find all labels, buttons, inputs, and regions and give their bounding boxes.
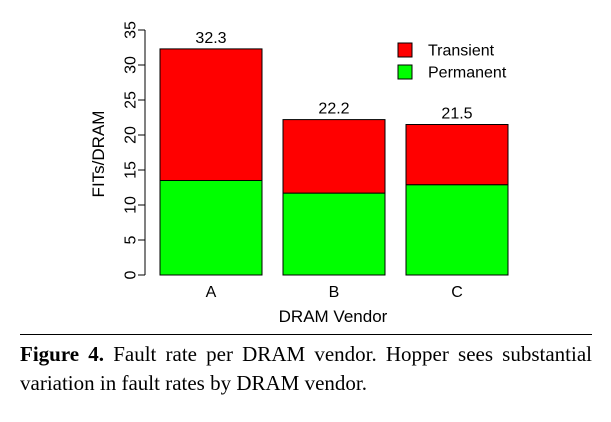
x-axis: A B C <box>206 284 463 301</box>
y-tick-label: 20 <box>123 126 140 144</box>
bar-transient-A <box>159 48 263 182</box>
caption-text: Fault rate per DRAM vendor. Hopper sees … <box>20 342 593 395</box>
y-tick-label: 0 <box>123 270 140 279</box>
caption-divider <box>20 334 592 335</box>
x-tick-label-C: C <box>451 284 463 301</box>
caption-label: Figure 4. <box>20 342 105 366</box>
legend-swatch-permanent <box>397 64 413 80</box>
bar-permanent-C <box>405 184 509 276</box>
bar-permanent-A <box>159 180 263 276</box>
x-tick-label-B: B <box>329 284 340 301</box>
x-axis-label: DRAM Vendor <box>279 307 388 326</box>
legend-label-permanent: Permanent <box>428 65 507 82</box>
bar-total-label-C: 21.5 <box>441 106 472 123</box>
bar-total-label-B: 22.2 <box>318 101 349 118</box>
bar-total-label-A: 32.3 <box>195 30 226 47</box>
y-tick-label: 5 <box>123 235 140 244</box>
y-tick-label: 10 <box>123 196 140 214</box>
y-tick-label: 30 <box>123 56 140 74</box>
bar-permanent-B <box>282 192 386 276</box>
x-tick-label-A: A <box>206 284 217 301</box>
y-tick-label: 15 <box>123 161 140 179</box>
bars: 32.3 22.2 21.5 <box>159 30 509 276</box>
y-axis-label: FITs/DRAM <box>89 111 108 198</box>
y-axis: 0 5 10 15 20 25 30 35 <box>123 21 146 279</box>
bar-transient-C <box>405 124 509 186</box>
bar-transient-B <box>282 119 386 194</box>
y-tick-label: 35 <box>123 21 140 39</box>
legend: Transient Permanent <box>397 42 507 82</box>
y-tick-label: 25 <box>123 91 140 109</box>
legend-swatch-transient <box>397 42 413 58</box>
figure-caption: Figure 4. Fault rate per DRAM vendor. Ho… <box>20 340 592 398</box>
chart: 0 5 10 15 20 25 30 35 32.3 22.2 21.5 A B C FITs/DRA… <box>89 21 509 326</box>
legend-label-transient: Transient <box>428 43 495 60</box>
